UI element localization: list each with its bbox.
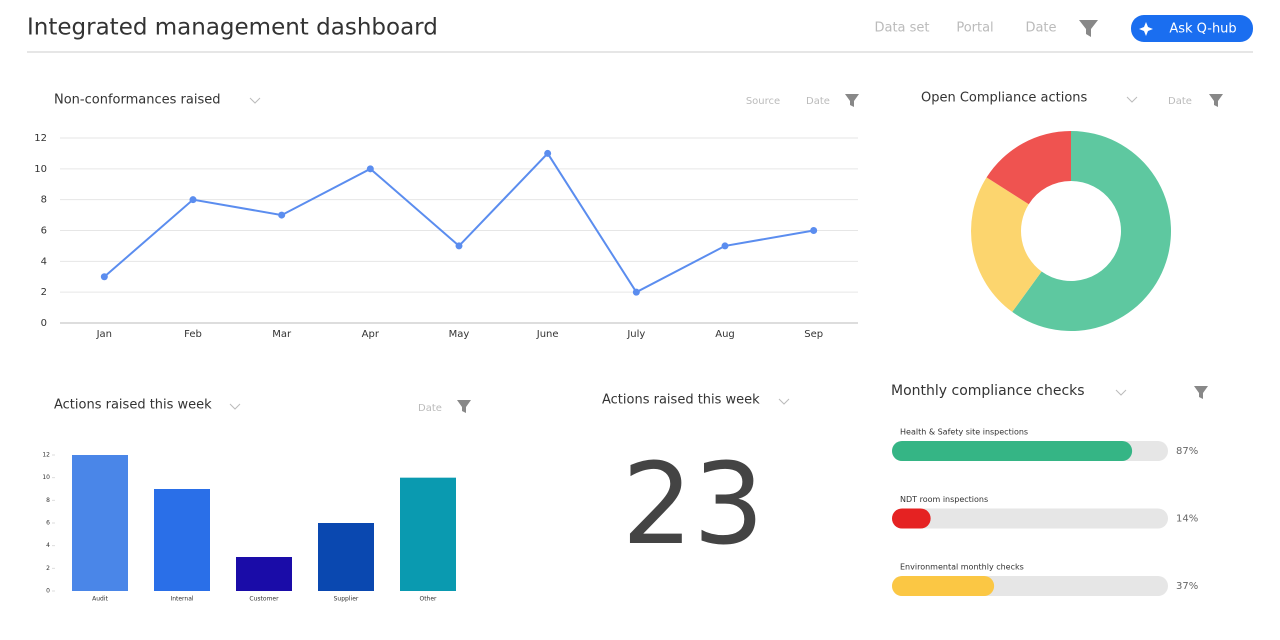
- control[interactable]: Date: [806, 96, 830, 107]
- widget-title: Open Compliance actions: [921, 91, 1088, 106]
- bar: [400, 477, 456, 591]
- filter-icon[interactable]: [1194, 386, 1208, 399]
- y-tick-label: 12: [34, 133, 47, 144]
- progress-label: Health & Safety site inspections: [900, 428, 1028, 437]
- chevron[interactable]: [249, 97, 261, 104]
- donut-slice: [1012, 131, 1171, 332]
- donut-slice: [971, 177, 1042, 312]
- progress-bar: [892, 441, 1133, 461]
- widget-title: Non-conformances raised: [54, 93, 220, 108]
- x-tick-label: Other: [419, 596, 437, 603]
- y-tick-label: 8: [41, 195, 47, 206]
- y-tick-label: 6: [46, 520, 50, 527]
- bar: [154, 489, 210, 591]
- progress-value: 37%: [1176, 581, 1198, 592]
- point: [721, 242, 729, 250]
- progress-label: NDT room inspections: [900, 495, 988, 504]
- chevron[interactable]: [778, 398, 790, 405]
- y-tick-label: 10: [34, 164, 47, 175]
- filter-icon[interactable]: [1209, 94, 1223, 107]
- progress-bar: [892, 508, 931, 529]
- ask-button[interactable]: [1131, 15, 1253, 42]
- ask-button-label[interactable]: Ask Q-hub: [1169, 22, 1236, 37]
- filter-icon[interactable]: [1079, 20, 1098, 37]
- control[interactable]: Source: [746, 96, 780, 107]
- chevron[interactable]: [229, 403, 241, 410]
- x-tick-label: Mar: [272, 329, 292, 340]
- point: [810, 227, 818, 234]
- progress-value: 14%: [1176, 514, 1198, 525]
- y-tick-label: 2: [46, 565, 50, 572]
- x-tick-label: Customer: [249, 596, 279, 603]
- x-tick-label: Supplier: [334, 596, 359, 603]
- page-title: Integrated management dashboard: [27, 15, 438, 41]
- bar: [236, 557, 292, 591]
- widget-title: Actions raised this week: [54, 398, 212, 413]
- point: [632, 288, 640, 296]
- filter-icon[interactable]: [845, 94, 859, 107]
- chevron[interactable]: [1126, 96, 1138, 103]
- y-tick-label: 4: [46, 542, 50, 549]
- x-tick-label: Sep: [804, 329, 823, 340]
- x-tick-label: July: [626, 329, 645, 340]
- filter[interactable]: Date: [1025, 21, 1056, 36]
- donut-slice: [986, 131, 1071, 205]
- point: [455, 242, 463, 250]
- x-tick-label: Aug: [715, 329, 735, 340]
- y-tick-label: 0: [46, 588, 50, 595]
- x-tick-label: June: [536, 329, 559, 340]
- y-tick-label: 4: [41, 256, 47, 267]
- kpi-value: 23: [622, 440, 765, 570]
- point: [278, 211, 286, 219]
- bar: [318, 523, 374, 591]
- widget-title: Actions raised this week: [602, 393, 760, 408]
- sparkle-icon: [1139, 22, 1153, 36]
- chevron[interactable]: [1115, 389, 1127, 396]
- point: [100, 273, 108, 281]
- x-tick-label: Feb: [184, 329, 202, 340]
- point: [544, 149, 552, 157]
- filter[interactable]: Portal: [956, 21, 993, 36]
- y-tick-label: 0: [41, 318, 47, 329]
- progress-bar: [892, 576, 995, 596]
- y-tick-label: 6: [41, 226, 47, 237]
- line: [103, 151, 814, 294]
- y-tick-label: 2: [41, 287, 47, 298]
- filter-icon[interactable]: [457, 400, 471, 413]
- progress-label: Environmental monthly checks: [900, 563, 1024, 572]
- control[interactable]: Date: [418, 403, 442, 414]
- x-tick-label: May: [449, 329, 470, 340]
- x-tick-label: Internal: [170, 596, 193, 603]
- point: [189, 196, 197, 204]
- progress-track: [892, 508, 1168, 529]
- progress-value: 87%: [1176, 446, 1198, 457]
- widget-title: Monthly compliance checks: [891, 383, 1085, 399]
- x-tick-label: Jan: [96, 329, 112, 340]
- point: [366, 165, 374, 173]
- filter[interactable]: Data set: [874, 21, 929, 36]
- y-tick-label: 10: [42, 474, 50, 481]
- bar: [72, 455, 128, 591]
- x-tick-label: Audit: [92, 596, 108, 603]
- y-tick-label: 8: [46, 497, 50, 504]
- control[interactable]: Date: [1168, 96, 1192, 107]
- y-tick-label: 12: [42, 452, 50, 459]
- x-tick-label: Apr: [362, 329, 380, 340]
